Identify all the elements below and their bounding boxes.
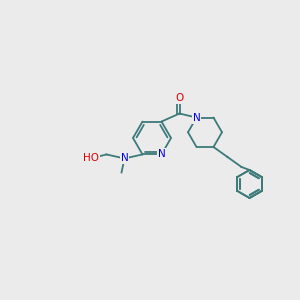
Text: HO: HO: [82, 154, 98, 164]
Text: N: N: [193, 112, 200, 122]
Text: N: N: [158, 149, 165, 160]
Text: N: N: [193, 112, 200, 122]
Text: O: O: [176, 92, 184, 103]
Text: N: N: [121, 154, 128, 164]
